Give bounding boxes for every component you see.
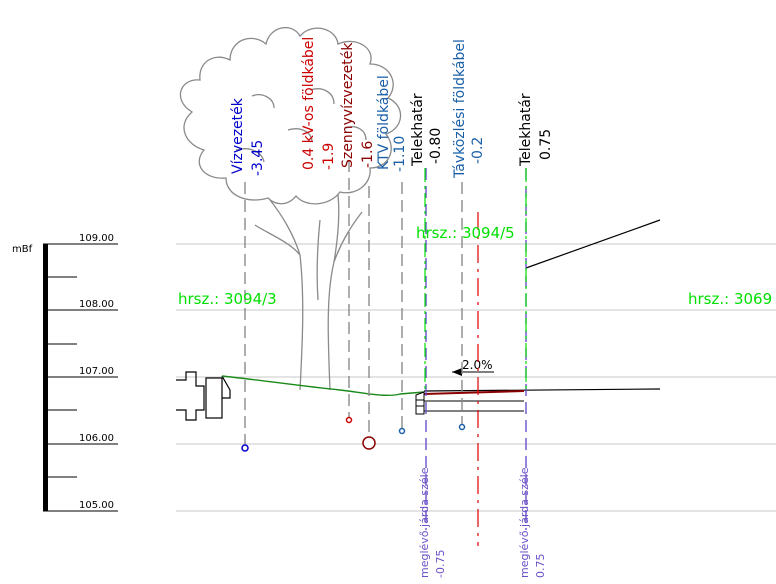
utility-offset-viz: -3.45: [250, 140, 266, 176]
scale-label-107: 107.00: [79, 366, 114, 377]
tree-illustration: [179, 26, 402, 391]
elevation-gridlines: [176, 243, 776, 512]
utility-offset-telekhatar-right: 0.75: [538, 129, 554, 160]
utility-label-telekhatar-left: Telekhatár: [410, 93, 426, 167]
elevation-scale: mBf 109.00 108.00 107.00 106.00 105.00: [12, 233, 118, 512]
utility-offset-tavkozlesi: -0.2: [470, 137, 486, 164]
utility-label-04kv: 0.4 kV-os földkábel: [301, 37, 317, 170]
parcel-label-3094-3: hrsz.: 3094/3: [178, 290, 277, 308]
parcel-boundaries: [424, 168, 527, 390]
parcel-label-3069: hrsz.: 3069: [688, 290, 772, 308]
sidewalk-edge-offset-right: 0.75: [534, 554, 547, 579]
scale-label-106: 106.00: [79, 433, 114, 444]
pipe-symbols: [241, 416, 466, 452]
utility-label-szenny: Szennyvízvezeték: [340, 42, 356, 168]
right-terrain: [525, 219, 661, 269]
utility-offset-szenny: -1.6: [360, 141, 376, 168]
utility-label-viz: Vízvezeték: [230, 97, 246, 174]
parcel-label-3094-5: hrsz.: 3094/5: [416, 224, 515, 242]
utility-offset-ktv: -1.10: [392, 136, 408, 172]
utility-label-ktv: KTV földkábel: [376, 75, 392, 170]
left-structure: [176, 371, 231, 421]
slope-label: 2.0%: [462, 358, 493, 372]
sidewalk-edge-label-right: meglévő járda széle: [518, 467, 531, 578]
sidewalk-edge-label-left: meglévő járda széle: [418, 467, 431, 578]
utility-label-telekhatar-right: Telekhatár: [518, 93, 534, 167]
scale-label-105: 105.00: [79, 500, 114, 511]
scale-label-108: 108.00: [79, 299, 114, 310]
utility-leader-lines: [244, 160, 527, 530]
utility-offset-telekhatar-left: -0.80: [428, 128, 444, 164]
utility-label-tavkozlesi: Távközlési földkábel: [452, 39, 468, 179]
scale-unit: mBf: [12, 244, 33, 255]
scale-label-109: 109.00: [79, 233, 114, 244]
slope-indicator: 2.0%: [452, 358, 494, 376]
sidewalk-edge-offset-left: -0.75: [434, 550, 447, 578]
sidewalk-profile: [415, 388, 661, 415]
utility-offset-04kv: -1.9: [321, 143, 337, 170]
ground-line: [221, 375, 425, 397]
